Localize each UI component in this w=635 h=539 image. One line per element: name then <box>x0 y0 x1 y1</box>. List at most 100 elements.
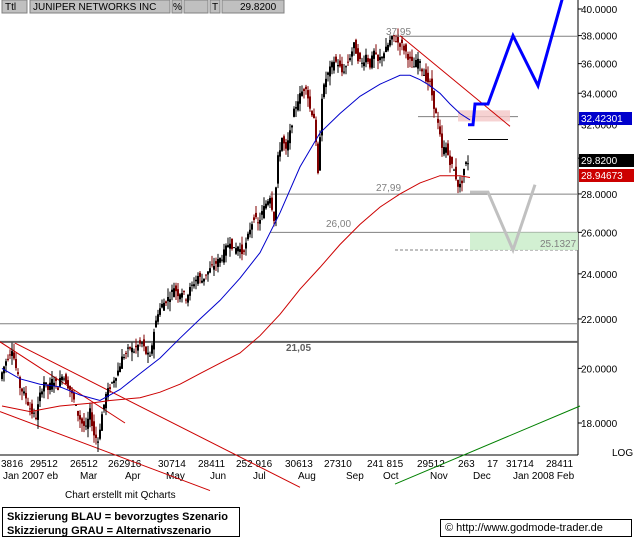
x-day-label: 30613 <box>285 459 313 470</box>
candle-body <box>323 84 325 98</box>
candle-body <box>345 66 347 68</box>
candle-body <box>97 441 99 443</box>
candle-body <box>157 314 159 322</box>
candle-body <box>265 203 267 209</box>
candle-body <box>427 72 429 83</box>
x-day-label: 31714 <box>506 459 534 470</box>
candle-body <box>319 137 321 171</box>
candle-body <box>433 90 435 109</box>
candle-body <box>375 52 377 54</box>
candle-body <box>53 382 55 387</box>
candle-body <box>367 58 369 62</box>
candle-body <box>379 57 381 61</box>
candle-body <box>45 382 47 385</box>
candle-body <box>33 412 35 414</box>
candle-body <box>187 294 189 303</box>
candle-body <box>175 285 177 292</box>
candle-body <box>409 56 411 59</box>
candle-body <box>113 380 115 384</box>
x-axis: 381629512265122629163071428411252 916306… <box>1 459 575 482</box>
y-tick-label: 26.0000 <box>581 228 618 239</box>
candle-body <box>231 238 233 249</box>
candle-body <box>281 137 283 151</box>
candle-body <box>327 72 329 75</box>
candle-body <box>69 385 71 391</box>
candle-body <box>21 388 23 392</box>
candle-body <box>363 62 365 67</box>
candle-body <box>125 352 127 354</box>
candle-body <box>141 342 143 344</box>
x-month-label: Apr <box>125 471 141 482</box>
candle-body <box>51 378 53 390</box>
candle-body <box>11 351 13 356</box>
candle-body <box>67 380 69 389</box>
candle-body <box>333 61 335 71</box>
candle-body <box>207 271 209 275</box>
candle-body <box>189 287 191 296</box>
candle-body <box>155 320 157 328</box>
candle-body <box>35 417 37 420</box>
copyright-link[interactable]: © http://www.godmode-trader.de <box>440 519 632 537</box>
candle-body <box>461 180 463 184</box>
candle-body <box>401 39 403 44</box>
level-label-support1: 27,99 <box>376 183 401 194</box>
candle-body <box>263 206 265 219</box>
candle-body <box>249 229 251 235</box>
x-month-label: Nov <box>430 471 448 482</box>
candle-body <box>221 259 223 261</box>
resistance-zone <box>458 110 510 122</box>
x-day-label: 262916 <box>108 459 142 470</box>
candle-body <box>311 111 313 116</box>
x-day-label: 28411 <box>546 459 574 470</box>
y-tick-label: 28.0000 <box>581 190 618 201</box>
candle-body <box>17 372 19 375</box>
candle-body <box>107 388 109 398</box>
candle-body <box>393 35 395 37</box>
candle-body <box>273 211 275 221</box>
candle-body <box>341 63 343 73</box>
candle-body <box>353 42 355 49</box>
candle-body <box>111 382 113 384</box>
candle-body <box>129 347 131 349</box>
candle-body <box>239 249 241 252</box>
candle-body <box>299 93 301 104</box>
x-month-label: Jan 2007 eb <box>3 471 58 482</box>
candle-body <box>59 377 61 387</box>
candle-body <box>197 276 199 284</box>
downtrend-line <box>399 35 511 127</box>
candle-body <box>261 211 263 215</box>
candle-body <box>209 268 211 273</box>
candle-body <box>465 162 467 164</box>
candle-body <box>459 183 461 188</box>
candle-body <box>381 56 383 59</box>
candle-body <box>279 150 281 157</box>
candle-body <box>139 340 141 344</box>
legend-grey-text: Skizzierung GRAU = Alternativszenario <box>7 525 212 537</box>
candle-body <box>443 147 445 155</box>
candle-body <box>101 414 103 431</box>
x-month-label: Jul <box>253 471 266 482</box>
candle-body <box>253 217 255 221</box>
candle-body <box>87 418 89 429</box>
candle-body <box>109 387 111 390</box>
legend-blue-text: Skizzierung BLAU = bevorzugtes Szenario <box>7 511 228 523</box>
candle-body <box>291 125 293 128</box>
candle-body <box>407 53 409 60</box>
candle-body <box>47 384 49 390</box>
tag-last-price: 29.8200 <box>581 156 618 167</box>
candle-body <box>445 147 447 153</box>
candle-body <box>421 69 423 72</box>
candle-body <box>169 299 171 302</box>
level-label-support2: 26,00 <box>326 219 351 230</box>
candle-body <box>369 58 371 68</box>
candle-body <box>399 43 401 47</box>
candle-body <box>351 51 353 57</box>
candle-body <box>199 272 201 277</box>
tag-target: 25.1327 <box>540 239 577 250</box>
candle-body <box>225 245 227 256</box>
x-day-label: 17 <box>487 459 499 470</box>
x-day-label: 241 815 <box>367 459 404 470</box>
candle-body <box>5 361 7 366</box>
candle-body <box>31 403 33 414</box>
candle-body <box>387 44 389 51</box>
